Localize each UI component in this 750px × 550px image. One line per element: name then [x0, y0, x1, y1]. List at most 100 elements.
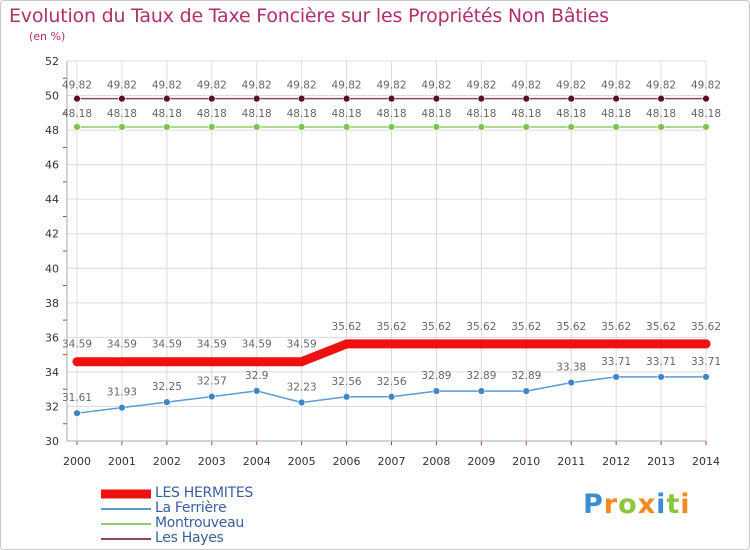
- data-point: [522, 94, 530, 103]
- data-label: 48.18: [376, 108, 406, 120]
- data-point: [208, 392, 216, 401]
- data-point: [72, 357, 82, 367]
- logo-letter: P: [583, 489, 604, 520]
- data-label: 48.18: [197, 108, 227, 120]
- data-point: [207, 357, 217, 367]
- data-label: 49.82: [197, 80, 227, 92]
- data-label: 48.18: [287, 108, 317, 120]
- data-label: 48.18: [62, 108, 92, 120]
- data-point: [657, 94, 665, 103]
- data-point: [253, 94, 261, 103]
- data-point: [297, 357, 307, 367]
- x-tick-label: 2003: [198, 455, 226, 468]
- legend-label: Montrouveau: [155, 515, 244, 531]
- logo-letter: t: [666, 489, 681, 520]
- data-label: 32.57: [197, 376, 227, 388]
- legend-label: LES HERMITES: [155, 485, 253, 501]
- legend-swatch: [101, 537, 151, 540]
- data-label: 32.25: [152, 381, 182, 393]
- data-point: [208, 123, 216, 131]
- data-label: 48.18: [691, 108, 721, 120]
- logo-letter: i: [680, 489, 691, 520]
- data-label: 34.59: [152, 339, 182, 351]
- y-tick-label: 38: [45, 297, 59, 310]
- data-point: [567, 378, 575, 387]
- data-label: 32.23: [287, 381, 317, 393]
- data-point: [612, 373, 620, 381]
- data-label: 32.89: [421, 370, 451, 382]
- x-tick-label: 2002: [153, 455, 181, 468]
- data-label: 49.82: [242, 80, 272, 92]
- data-point: [657, 373, 665, 381]
- data-label: 35.62: [421, 321, 451, 333]
- data-label: 35.62: [511, 321, 541, 333]
- y-tick-label: 52: [45, 55, 59, 68]
- legend-swatch: [101, 489, 151, 498]
- data-point: [342, 94, 351, 103]
- data-point: [522, 123, 530, 131]
- data-point: [432, 387, 441, 395]
- x-tick-label: 2004: [243, 455, 271, 468]
- data-point: [253, 123, 261, 131]
- data-point: [477, 94, 486, 103]
- data-point: [118, 94, 126, 103]
- logo-letter: o: [618, 489, 638, 520]
- data-label: 49.82: [376, 80, 406, 92]
- data-point: [342, 393, 351, 401]
- legend-label: Les Hayes: [155, 530, 224, 546]
- data-label: 49.82: [107, 80, 137, 92]
- data-point: [163, 94, 171, 103]
- chart-axes: 30 32 34 36 38 40 42 44 46 48 50 52 2000 2001 2002 2003…: [45, 55, 720, 468]
- data-label: 32.56: [376, 376, 406, 388]
- y-tick-label: 30: [45, 435, 59, 448]
- logo-letter: r: [603, 489, 619, 520]
- data-label: 49.82: [287, 80, 317, 92]
- y-tick-label: 32: [45, 400, 59, 413]
- data-point: [73, 123, 81, 131]
- data-label: 32.56: [332, 376, 362, 388]
- data-point: [163, 123, 171, 131]
- data-label: 32.9: [245, 370, 268, 382]
- data-point: [297, 123, 306, 131]
- data-point: [342, 339, 352, 349]
- x-tick-label: 2005: [288, 455, 316, 468]
- data-point: [297, 398, 306, 407]
- data-label: 49.82: [646, 80, 676, 92]
- data-point: [162, 357, 172, 367]
- proxiti-logo: Proxiti: [583, 489, 691, 520]
- chart-title: Evolution du Taux de Taxe Foncière sur l…: [9, 5, 609, 27]
- data-label: 33.71: [691, 356, 721, 368]
- data-point: [432, 94, 441, 103]
- data-label: 31.93: [107, 387, 137, 399]
- data-label: 48.18: [107, 108, 137, 120]
- data-point: [387, 393, 396, 401]
- data-label: 32.89: [466, 370, 496, 382]
- data-label: 48.18: [556, 108, 586, 120]
- data-label: 48.18: [242, 108, 272, 120]
- x-tick-label: 2007: [378, 455, 406, 468]
- data-label: 48.18: [601, 108, 631, 120]
- data-label: 49.82: [511, 80, 541, 92]
- data-point: [297, 94, 306, 103]
- x-tick-label: 2013: [647, 455, 675, 468]
- data-point: [117, 357, 127, 367]
- data-point: [342, 123, 351, 131]
- data-label: 35.62: [691, 321, 721, 333]
- legend-swatch: [101, 507, 151, 510]
- data-point: [566, 339, 576, 349]
- data-point: [118, 123, 126, 131]
- data-point: [387, 123, 396, 131]
- x-tick-label: 2011: [557, 455, 585, 468]
- y-tick-label: 46: [45, 159, 59, 172]
- data-label: 35.62: [646, 321, 676, 333]
- y-tick-label: 42: [45, 228, 59, 241]
- data-point: [476, 339, 486, 349]
- x-tick-label: 2000: [63, 455, 91, 468]
- data-point: [702, 94, 710, 103]
- data-point: [702, 373, 710, 381]
- data-point: [477, 123, 486, 131]
- x-tick-label: 2006: [333, 455, 361, 468]
- data-label: 49.82: [152, 80, 182, 92]
- legend-label: La Ferrière: [155, 500, 227, 516]
